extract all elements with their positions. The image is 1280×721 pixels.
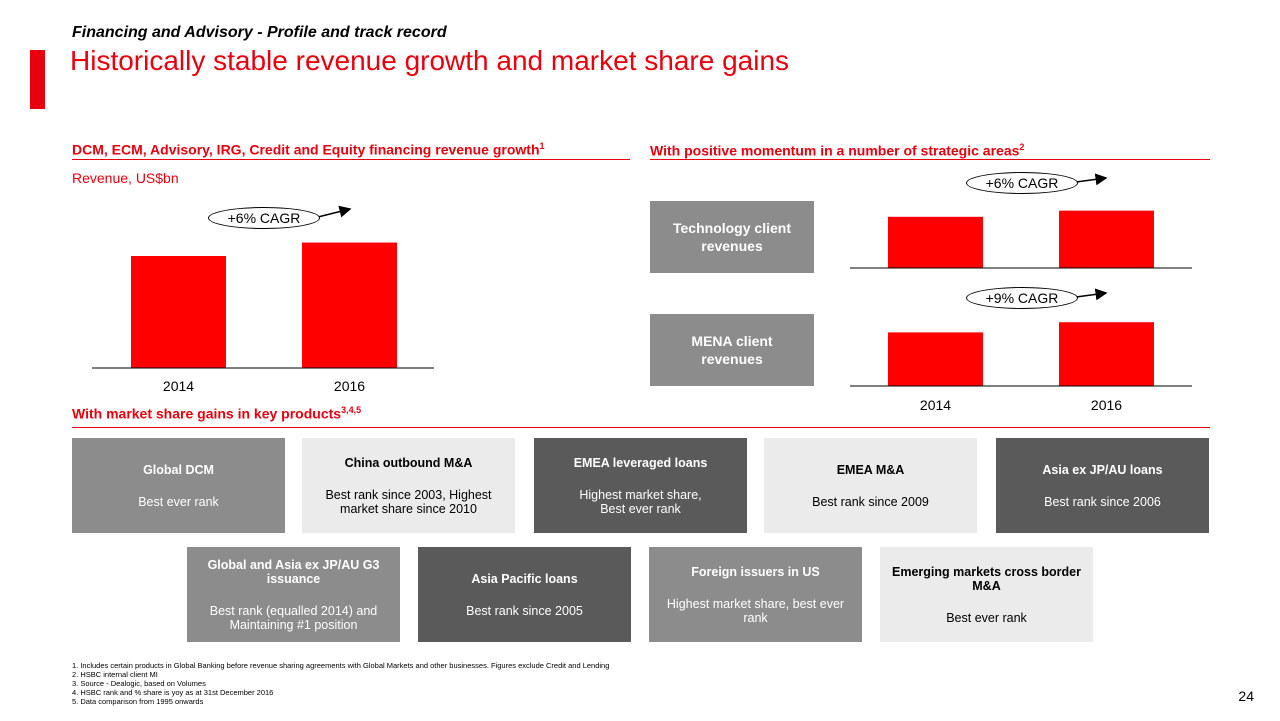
product-tile-foreign-issuers-us: Foreign issuers in US Highest market sha… [649,547,862,642]
accent-bar [30,50,45,109]
mena-cagr-label: +9% CAGR [966,287,1078,309]
page-title: Historically stable revenue growth and m… [70,45,790,76]
revenue-units-label: Revenue, US$bn [72,170,179,186]
product-tile-em-cross-border-ma: Emerging markets cross border M&A Best e… [880,547,1093,642]
section-kicker: Financing and Advisory - Profile and tra… [72,24,447,41]
product-tile-asia-pacific-loans: Asia Pacific loans Best rank since 2005 [418,547,631,642]
product-tile-emea-ma: EMEA M&A Best rank since 2009 [764,438,977,533]
left-cagr-label: +6% CAGR [208,207,320,229]
technology-client-box: Technology client revenues [650,201,814,273]
footnote-2: 2. HSBC internal client MI [72,670,158,679]
footnotes: 1. Includes certain products in Global B… [72,661,609,706]
mena-bar-2016 [1059,322,1154,386]
product-tile-china-outbound-ma: China outbound M&A Best rank since 2003,… [302,438,515,533]
technology-bar-2014 [888,216,983,268]
tech-cagr-label: +6% CAGR [966,172,1078,194]
revenue-bar-2016 [302,242,397,368]
footnote-3: 3. Source - Dealogic, based on Volumes [72,679,206,688]
left-heading-rule [72,159,630,160]
mena-tick-2014: 2014 [920,397,951,413]
products-heading-rule [72,427,1210,428]
footnote-5: 5. Data comparison from 1995 onwards [72,697,204,706]
mena-cagr-arrow [1075,288,1108,301]
revenue-bar-2014 [131,256,226,368]
left-section-heading: DCM, ECM, Advisory, IRG, Credit and Equi… [72,141,545,158]
revenue-tick-2014: 2014 [163,378,194,394]
product-tile-global-dcm: Global DCM Best ever rank [72,438,285,533]
revenue-tick-2016: 2016 [334,378,365,394]
technology-bar-2016 [1059,210,1154,268]
footnote-4: 4. HSBC rank and % share is yoy as at 31… [72,688,274,697]
product-tile-emea-leveraged-loans: EMEA leveraged loans Highest market shar… [534,438,747,533]
mena-tick-2016: 2016 [1091,397,1122,413]
right-section-heading: With positive momentum in a number of st… [650,142,1025,159]
page-number: 24 [1238,688,1254,704]
product-tile-asia-loans: Asia ex JP/AU loans Best rank since 2006 [996,438,1209,533]
right-heading-rule [650,159,1210,160]
technology-cagr-arrow [1075,173,1108,186]
revenue-cagr-arrow [317,205,352,218]
products-heading: With market share gains in key products3… [72,405,362,422]
mena-client-box: MENA client revenues [650,314,814,386]
footnote-1: 1. Includes certain products in Global B… [72,661,610,670]
revenue-charts: 2014 2016 2014 2016 [92,173,1192,413]
product-tile-g3-issuance: Global and Asia ex JP/AU G3 issuance Bes… [187,547,400,642]
mena-bar-2014 [888,332,983,386]
